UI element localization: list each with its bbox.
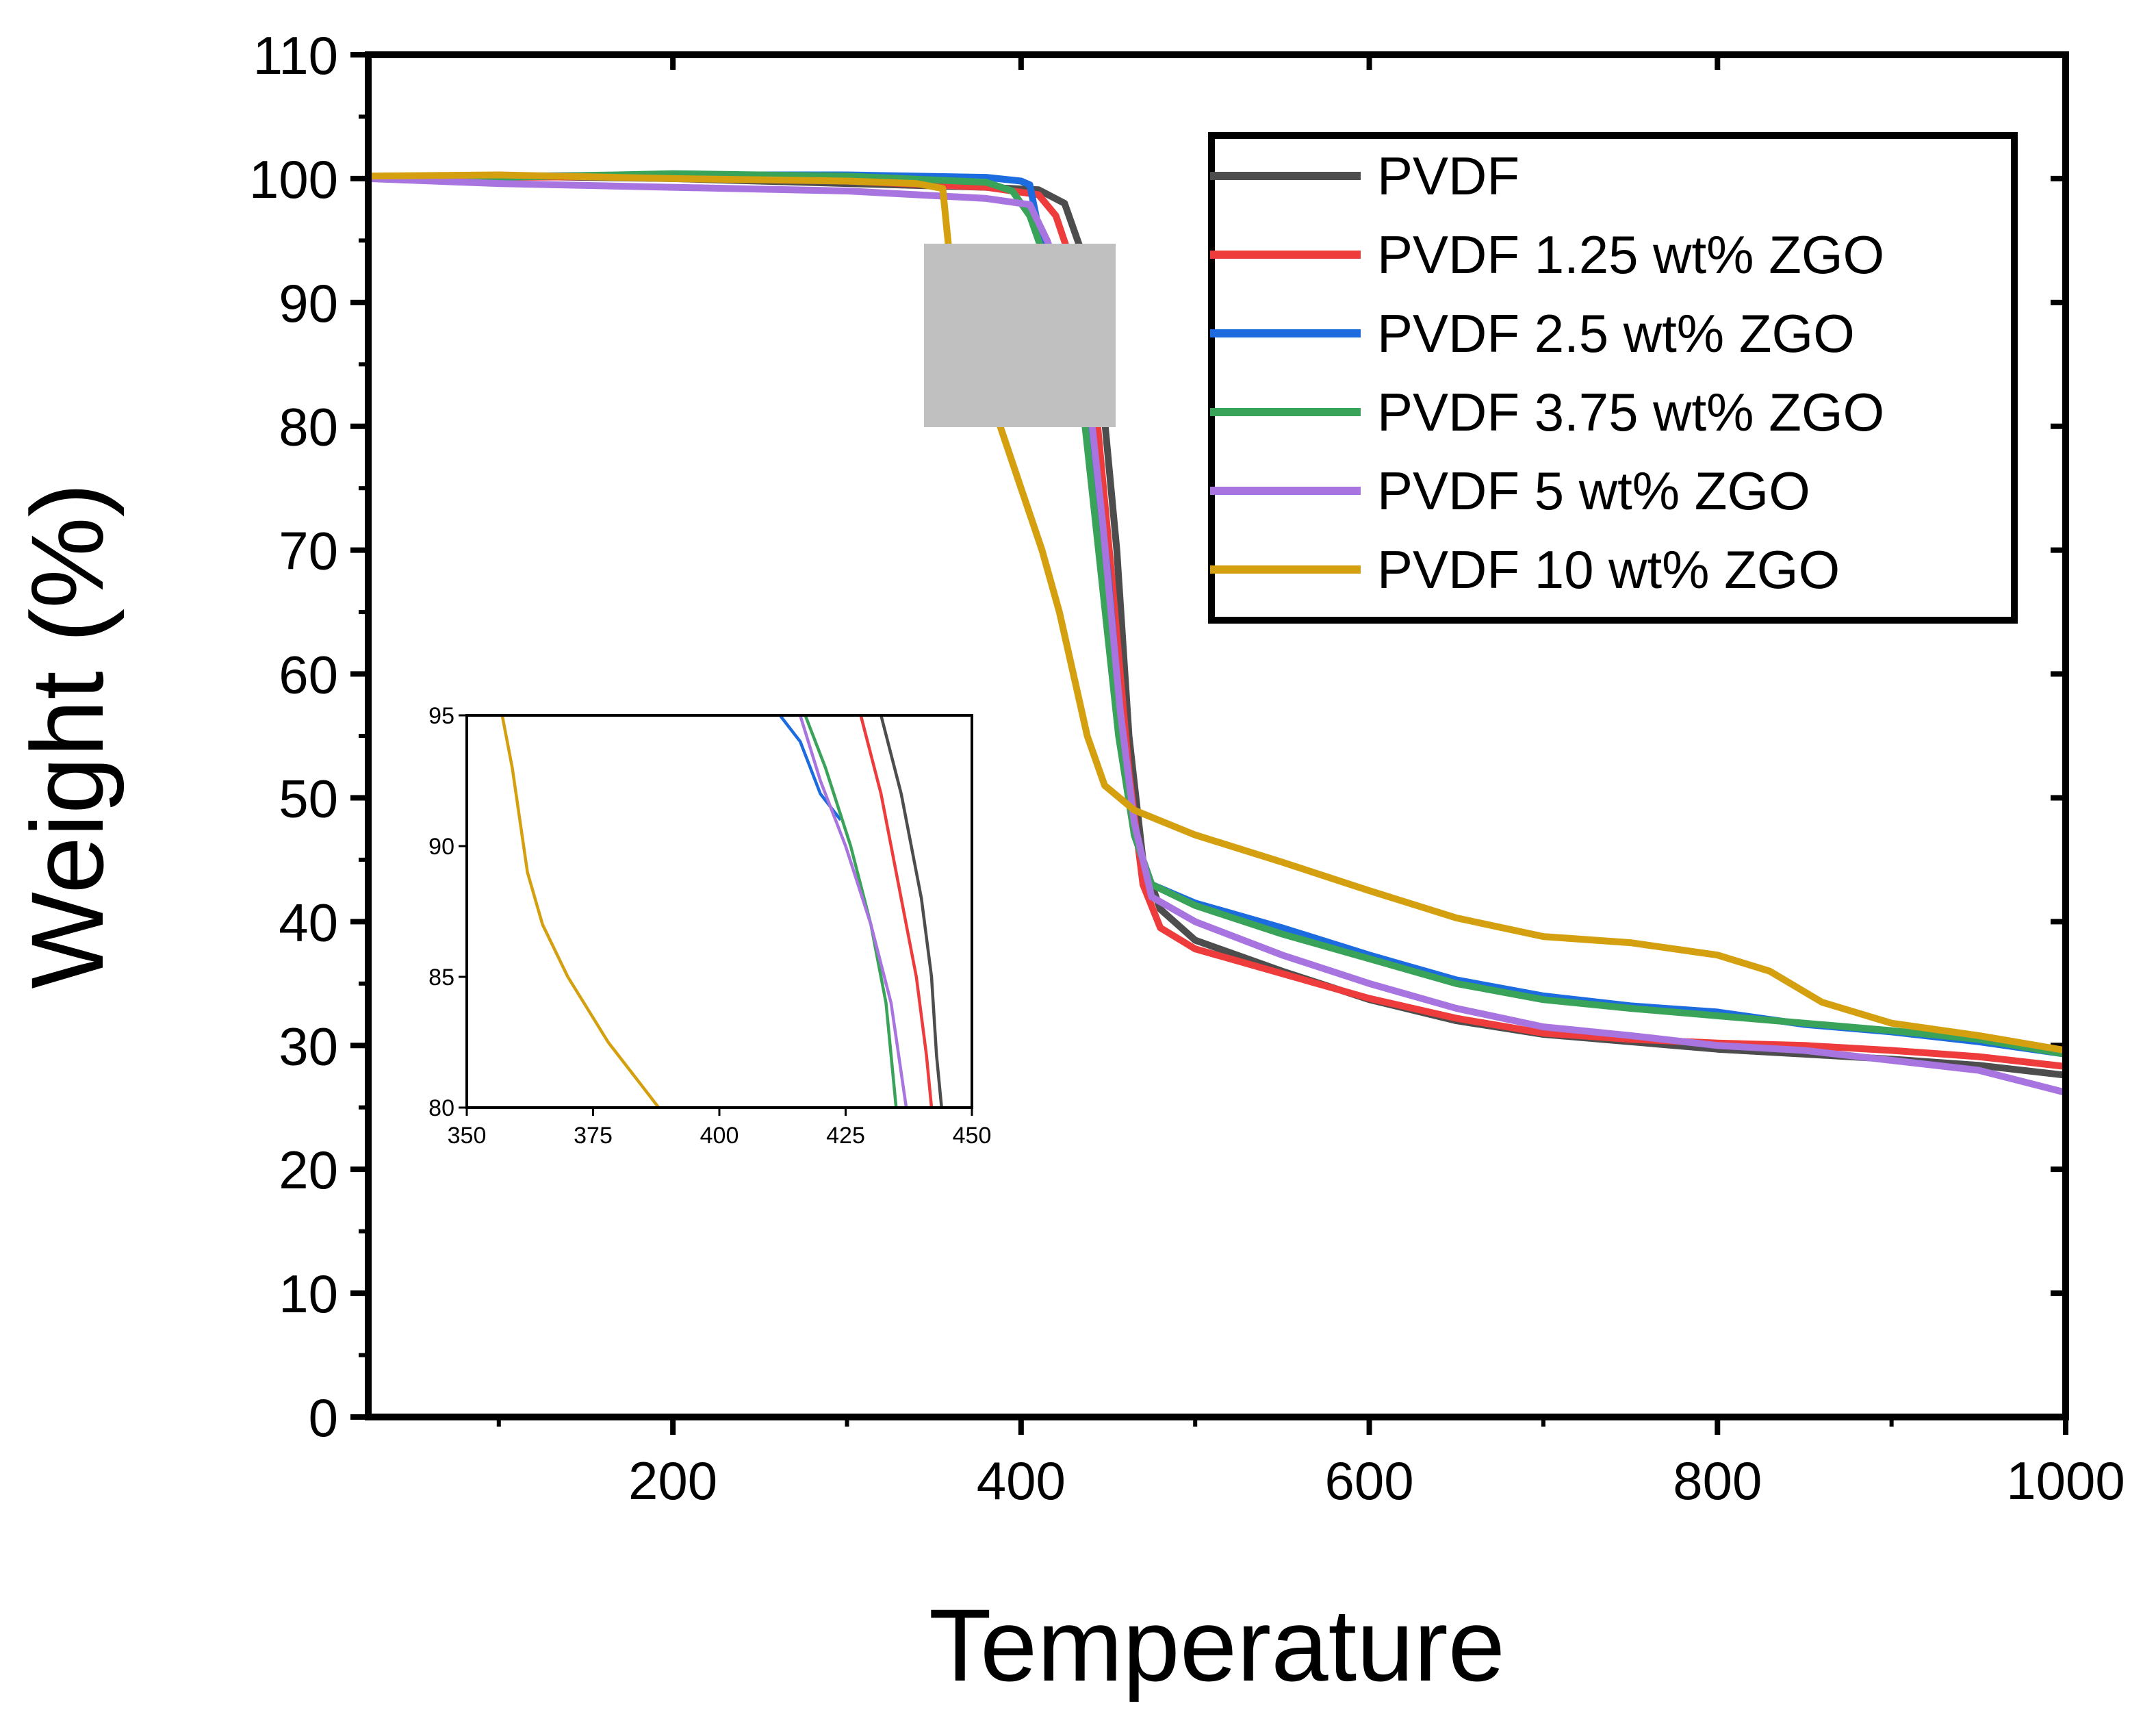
legend: PVDF PVDF 1.25 wt% ZGO PVDF 2.5 wt% ZGO PVD… — [1208, 132, 2018, 624]
legend-label-pvdf: PVDF — [1377, 146, 1519, 206]
legend-label-pvdf-10-wt-zgo: PVDF 10 wt% ZGO — [1377, 539, 1840, 600]
series-line-pvdf-5-wt-zgo — [365, 175, 2069, 1096]
inset-series-line-pvdf-3-75-wt-zgo — [804, 715, 898, 1108]
x-tick-label: 800 — [1673, 1451, 1762, 1511]
y-axis-title: Weight (%) — [10, 483, 125, 988]
x-tick-label: 600 — [1324, 1451, 1413, 1511]
y-tick-label: 50 — [279, 768, 338, 828]
inset-series-line-pvdf-5-wt-zgo — [798, 715, 908, 1108]
main-plot-area: 0 10 20 30 40 50 60 70 80 90 100 110 200 400 600 800 100… — [249, 25, 2125, 1511]
inset-series-line-pvdf-10-wt-zgo — [500, 715, 660, 1109]
inset-y-tick-label: 85 — [428, 965, 454, 991]
legend-label-pvdf-2-5-wt-zgo: PVDF 2.5 wt% ZGO — [1377, 303, 1855, 363]
y-tick-label: 70 — [279, 521, 338, 581]
legend-label-pvdf-3-75-wt-zgo: PVDF 3.75 wt% ZGO — [1377, 382, 1884, 442]
inset-series-line-pvdf — [880, 715, 943, 1108]
inset-y-tick-label: 80 — [428, 1095, 454, 1121]
inset-frame — [465, 714, 973, 1109]
legend-label-pvdf-5-wt-zgo: PVDF 5 wt% ZGO — [1377, 461, 1810, 521]
inset-series-line-pvdf-1-25-wt-zgo — [859, 715, 934, 1108]
y-tick-label: 110 — [253, 25, 338, 86]
y-tick-label: 60 — [279, 645, 338, 705]
x-tick-label: 200 — [628, 1451, 717, 1511]
y-tick-label: 100 — [249, 149, 338, 209]
y-tick-label: 30 — [279, 1016, 338, 1076]
y-tick-label: 90 — [279, 273, 338, 333]
highlight-box — [924, 244, 1116, 427]
series-line-pvdf-10-wt-zgo — [365, 171, 2069, 1054]
inset-y-tick-label: 90 — [428, 834, 454, 860]
legend-frame — [1208, 132, 2018, 624]
inset-x-tick-label: 350 — [448, 1123, 487, 1149]
y-tick-label: 80 — [279, 397, 338, 457]
y-tick-label: 40 — [279, 892, 338, 952]
y-tick-label: 0 — [309, 1388, 338, 1448]
inset-x-tick-label: 450 — [953, 1123, 992, 1149]
inset-y-tick-label: 95 — [428, 703, 454, 729]
y-tick-label: 20 — [279, 1140, 338, 1200]
inset-x-tick-label: 375 — [574, 1123, 613, 1149]
x-tick-label: 1000 — [2006, 1451, 2125, 1511]
inset-plot: 350 375 400 425 450 80 85 90 95 — [428, 703, 991, 1149]
inset-background — [467, 715, 972, 1108]
y-tick-label: 10 — [279, 1264, 338, 1324]
x-tick-label: 400 — [977, 1451, 1066, 1511]
x-axis-title: Temperature — [929, 1587, 1505, 1702]
legend-label-pvdf-1-25-wt-zgo: PVDF 1.25 wt% ZGO — [1377, 225, 1884, 285]
inset-x-tick-label: 400 — [700, 1123, 739, 1149]
inset-x-tick-label: 425 — [826, 1123, 865, 1149]
main-plot-frame — [365, 51, 2069, 1420]
